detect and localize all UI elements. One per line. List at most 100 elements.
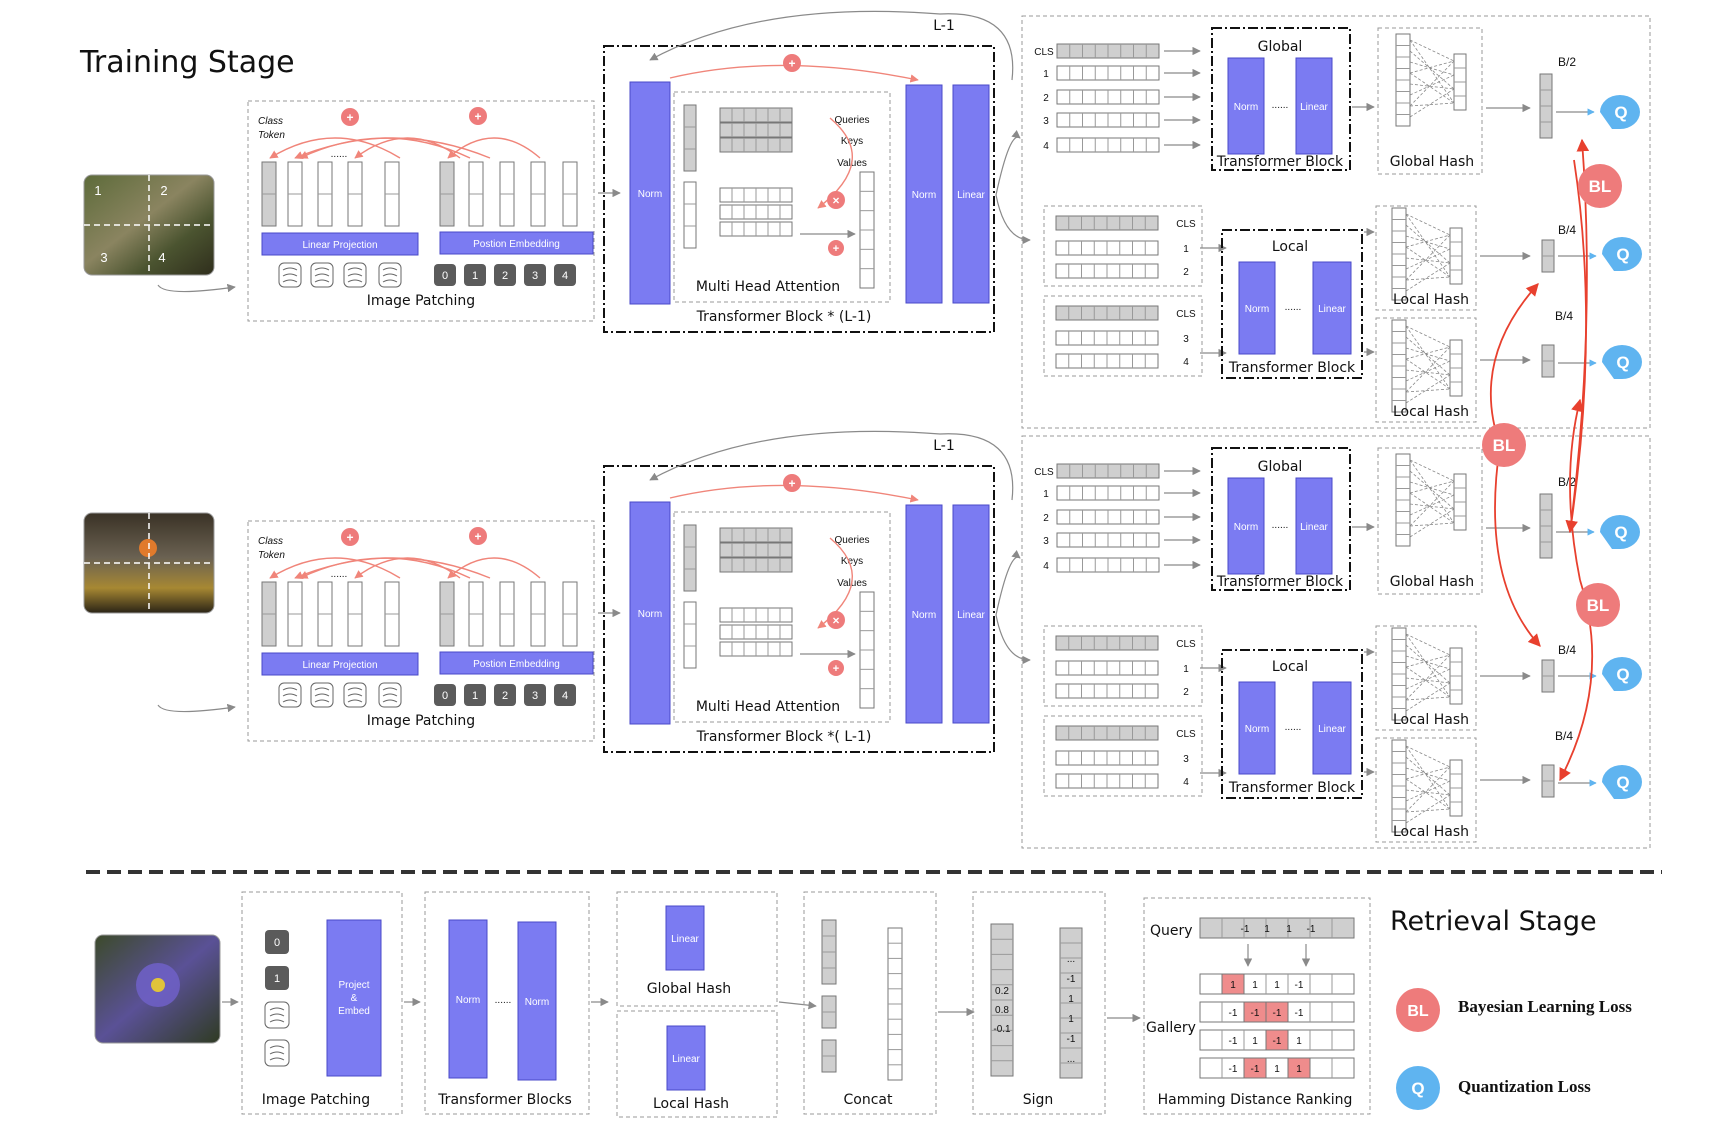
class-token-label: Token xyxy=(258,550,285,561)
legend-bl-circle: BL xyxy=(1396,988,1440,1032)
patch-token-column xyxy=(530,581,546,647)
local-linear-block-label: Linear xyxy=(1318,304,1346,315)
local-token-row xyxy=(1055,660,1159,676)
gallery-code-value: 1 xyxy=(1252,1036,1258,1047)
training-branch-bottom: Class Token...... + + Linear Projection Posti… xyxy=(83,430,1651,849)
local-hash-frame xyxy=(1375,737,1477,843)
global-linear-block-rect xyxy=(1295,57,1333,155)
position-id-chip xyxy=(524,264,546,286)
position-embedding-bar-rect xyxy=(439,651,594,675)
patch-token-column xyxy=(562,161,578,227)
quantization-bubble: Q xyxy=(1600,515,1640,549)
value-row xyxy=(719,221,793,237)
gallery-code-value: -1 xyxy=(1295,1008,1304,1019)
value-row xyxy=(719,204,793,220)
token-dots: ...... xyxy=(331,149,348,160)
query-code-value: -1 xyxy=(1307,924,1316,935)
global-hash-panel: Global Hash xyxy=(1377,27,1483,175)
image-patching-frame xyxy=(247,100,595,322)
retrieval-local-linear-rect xyxy=(666,1025,706,1091)
transformer-block-caption: Transformer Block * (L-1) xyxy=(696,309,872,325)
local-token-label: 1 xyxy=(1183,664,1189,675)
gallery-code-value: -1 xyxy=(1229,1064,1238,1075)
query-key-row xyxy=(719,557,793,573)
global-token-label: 3 xyxy=(1043,536,1049,547)
local-norm-block-label: Norm xyxy=(1245,724,1269,735)
local-linear-block-label: Linear xyxy=(1318,724,1346,735)
local-hash-net xyxy=(1391,627,1463,721)
linear-block-rect xyxy=(952,84,990,304)
bayesian-loss-links: BL BL BL xyxy=(1482,138,1622,782)
global-label: Global xyxy=(1258,39,1303,55)
keys-label: Keys xyxy=(841,136,863,147)
retrieval-norm-block-rect xyxy=(517,921,557,1081)
concat-frame xyxy=(803,891,937,1115)
legend-bl-circle-label: BL xyxy=(1407,1003,1429,1020)
value-row xyxy=(719,641,793,657)
global-token-row xyxy=(1056,43,1160,59)
project-embed-label: Embed xyxy=(338,1006,370,1017)
norm-block-rect xyxy=(629,81,671,305)
global-token-label: 3 xyxy=(1043,116,1049,127)
split-arrow-local xyxy=(995,194,1031,245)
global-tb-frame xyxy=(1211,27,1351,171)
mha-input-column xyxy=(683,181,697,249)
local-token-group: CLS 1 2 xyxy=(1043,205,1203,287)
retrieval-image-patching: 0 1 Project & Embed Image Patching xyxy=(241,891,403,1115)
attention-output-column xyxy=(859,171,875,289)
local-token-label: 3 xyxy=(1183,334,1189,345)
hash-input-column xyxy=(1395,33,1411,127)
heads-frame xyxy=(1021,435,1651,849)
image-patching-frame xyxy=(247,520,595,742)
query-key-row xyxy=(719,527,793,543)
linear-projection-bar-label: Linear Projection xyxy=(302,240,377,251)
image-patching-panel: Class Token...... + + Linear Projection Posti… xyxy=(247,100,595,322)
multiply-op-circle-shape xyxy=(827,191,845,209)
recurrence-arrow xyxy=(649,430,1014,501)
hash-connection xyxy=(1405,655,1451,670)
local-token-label: 4 xyxy=(1183,777,1189,788)
hash-connection xyxy=(1405,766,1451,813)
legend-q-circle: Q xyxy=(1396,1066,1440,1110)
hash-connection xyxy=(1409,72,1455,104)
local-cls-label: CLS xyxy=(1176,219,1196,230)
hash-connection xyxy=(1409,60,1455,74)
image-patch-wave xyxy=(269,1007,285,1023)
local-token-row xyxy=(1055,330,1159,346)
global-norm-block-rect xyxy=(1227,477,1265,575)
global-token-row xyxy=(1056,485,1160,501)
clownfish xyxy=(139,539,157,557)
norm-block-label: Norm xyxy=(912,190,936,201)
quantization-bubble-shape xyxy=(1602,237,1642,271)
split-arrow-local xyxy=(995,614,1031,665)
image-patch-wave xyxy=(282,267,298,283)
hash-connection xyxy=(1409,39,1455,62)
position-id-chip xyxy=(554,264,576,286)
image-patch-wave xyxy=(314,687,330,703)
hash-input-column xyxy=(1391,319,1407,413)
hash-input-column xyxy=(1391,627,1407,721)
patch-token-column xyxy=(347,161,363,227)
position-id-label: 2 xyxy=(502,270,508,282)
retrieval-local-hash-caption: Local Hash xyxy=(653,1096,729,1112)
quadrant-id: 1 xyxy=(94,183,101,198)
add-op-circle-shape xyxy=(469,527,487,545)
add-op-circle: + xyxy=(828,660,844,676)
image-patch-icon xyxy=(310,682,334,708)
retrieval-norm-block-label: Norm xyxy=(456,995,480,1006)
hash-output-column xyxy=(1453,53,1467,111)
hash-connection xyxy=(1405,234,1451,248)
local-linear-block: Linear xyxy=(1312,681,1352,775)
query-code-value: 1 xyxy=(1286,924,1292,935)
patch-id-chip xyxy=(265,966,289,990)
local-norm-block-label: Norm xyxy=(1245,304,1269,315)
image-patch-icon xyxy=(278,682,302,708)
heads-frame xyxy=(1021,15,1651,429)
mha-frame xyxy=(673,91,891,303)
image-patching-caption: Image Patching xyxy=(367,713,475,729)
retrieval-norm-block-label: Norm xyxy=(525,997,549,1008)
norm-block-rect xyxy=(905,84,943,304)
image-patch-icon xyxy=(343,262,367,288)
mha-input-column xyxy=(683,601,697,669)
hash-connection xyxy=(1405,257,1451,264)
